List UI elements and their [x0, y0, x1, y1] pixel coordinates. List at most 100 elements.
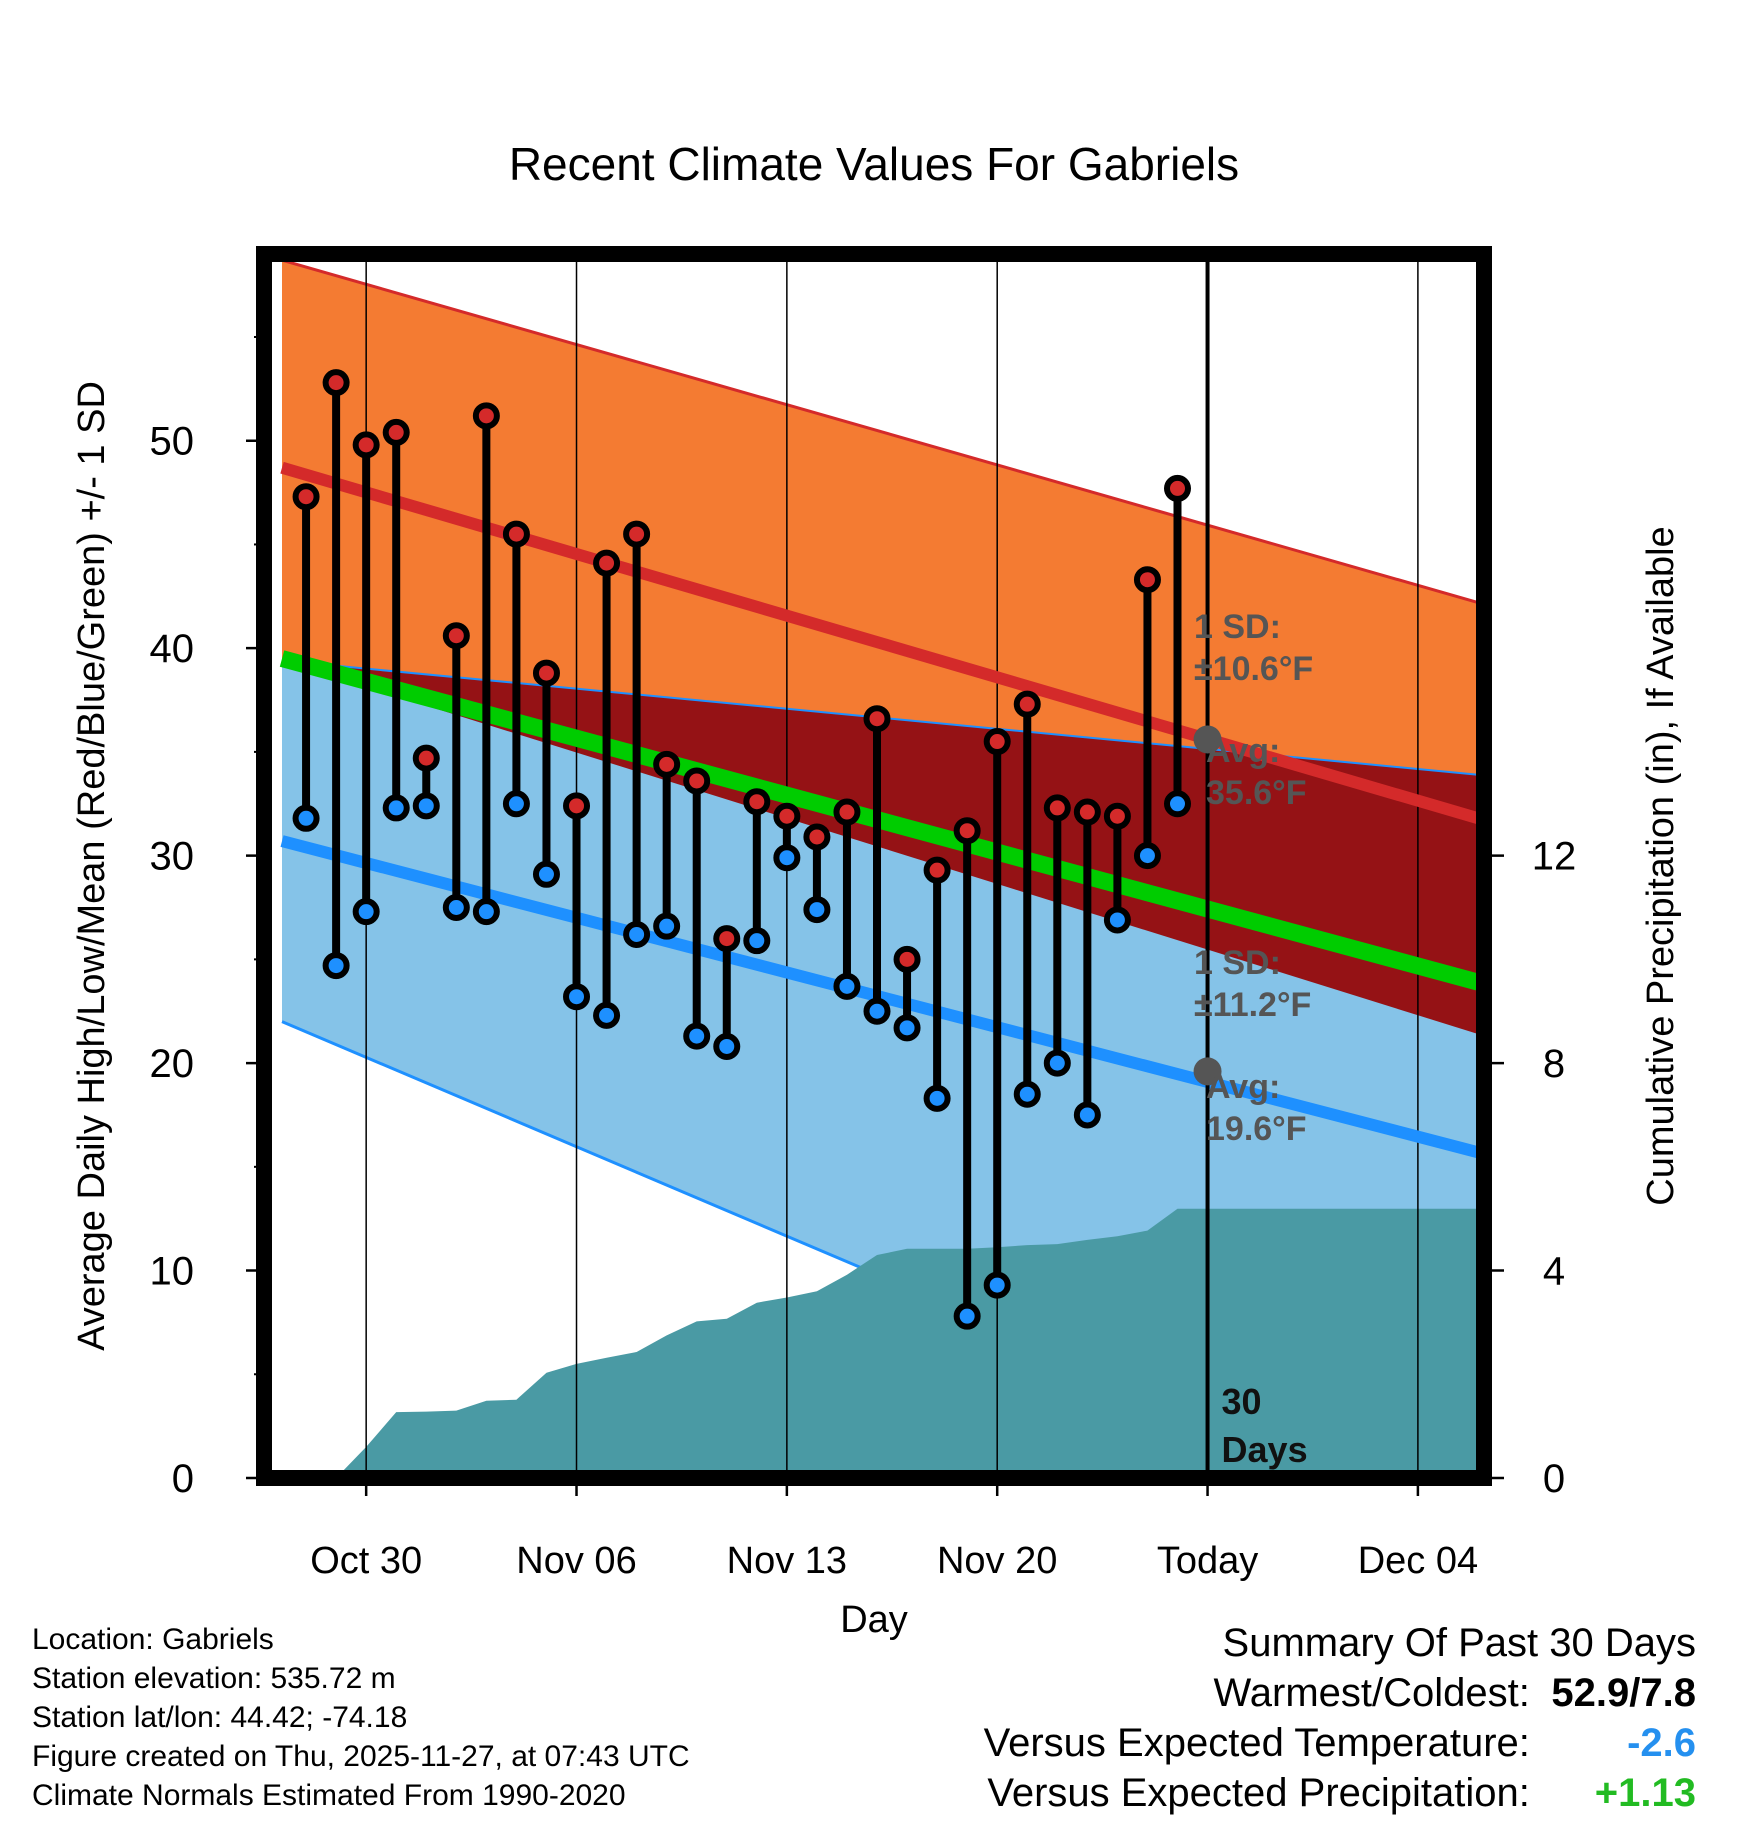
- chart-title: Recent Climate Values For Gabriels: [509, 138, 1239, 190]
- observed-high-point: [1073, 798, 1101, 826]
- observed-high-point: [292, 483, 320, 511]
- y-tick-label: 20: [150, 1042, 195, 1086]
- observed-low-point: [683, 1022, 711, 1050]
- observed-high-point: [623, 520, 651, 548]
- y-tick-label: 40: [150, 627, 195, 671]
- observed-low-point: [893, 1014, 921, 1042]
- observed-high-point: [472, 402, 500, 430]
- observed-low-point: [713, 1032, 741, 1060]
- plot-area: [279, 254, 1481, 1478]
- summary-title: Summary Of Past 30 Days: [1222, 1621, 1696, 1665]
- y-tick-label: 50: [150, 420, 195, 464]
- observed-low-point: [983, 1271, 1011, 1299]
- days-count-label: 30: [1222, 1381, 1262, 1422]
- observed-low-point: [1013, 1080, 1041, 1108]
- days-unit-label: Days: [1222, 1429, 1308, 1470]
- observed-low-point: [773, 844, 801, 872]
- y-axis-label: Average Daily High/Low/Mean (Red/Blue/Gr…: [71, 381, 113, 1351]
- observed-high-point: [563, 792, 591, 820]
- low-avg-marker: [1193, 1057, 1222, 1086]
- observed-high-point: [773, 802, 801, 830]
- high-avg-value: 35.6°F: [1206, 774, 1307, 812]
- y-tick-label: 10: [150, 1250, 195, 1294]
- observed-low-point: [953, 1302, 981, 1330]
- observed-high-point: [1013, 690, 1041, 718]
- x-tick-label: Nov 06: [516, 1540, 636, 1582]
- observed-low-point: [743, 927, 771, 955]
- observed-high-point: [412, 744, 440, 772]
- temp-departure-label: Versus Expected Temperature:: [983, 1721, 1530, 1765]
- x-tick-label: Oct 30: [310, 1540, 422, 1582]
- observed-low-point: [442, 893, 470, 921]
- y2-tick-label: 8: [1543, 1042, 1565, 1086]
- observed-high-point: [983, 728, 1011, 756]
- summary-panel: Summary Of Past 30 Days Warmest/Coldest:…: [984, 1618, 1696, 1818]
- created-text: Figure created on Thu, 2025-11-27, at 07…: [32, 1740, 690, 1773]
- y2-tick-label: 12: [1532, 835, 1577, 879]
- x-tick-label: Nov 13: [727, 1540, 847, 1582]
- station-info: Location: Gabriels Station elevation: 53…: [32, 1620, 690, 1815]
- chart-annotations: 1 SD: ±10.6°F Avg: 35.6°F 1 SD: ±11.2°F Avg: 19…: [1194, 608, 1313, 1148]
- y2-tick-label: 0: [1543, 1457, 1565, 1501]
- precip-cumulative-area: [336, 1208, 1479, 1478]
- observed-low-point: [623, 920, 651, 948]
- plot-frame: [256, 246, 1492, 1486]
- observed-high-point: [322, 369, 350, 397]
- y-tick-label: 30: [150, 835, 195, 879]
- x-tick-label: Today: [1157, 1540, 1258, 1582]
- high-band-upper-edge: [281, 258, 1479, 604]
- observed-high-point: [683, 767, 711, 795]
- observed-low-point: [833, 972, 861, 1000]
- observed-low-point: [563, 983, 591, 1011]
- y2-tick-label: 4: [1543, 1250, 1565, 1294]
- elevation-text: Station elevation: 535.72 m: [32, 1662, 396, 1695]
- observed-high-point: [893, 945, 921, 973]
- observed-high-point: [833, 798, 861, 826]
- precip-departure-label: Versus Expected Precipitation:: [987, 1771, 1530, 1815]
- observed-high-point: [442, 622, 470, 650]
- normal-high-line: [280, 461, 1480, 825]
- observed-high-point: [532, 659, 560, 687]
- observed-low-point: [322, 952, 350, 980]
- low-avg-value: 19.6°F: [1206, 1110, 1307, 1148]
- observed-low-point: [532, 860, 560, 888]
- high-sd-value: ±10.6°F: [1194, 650, 1313, 688]
- y2-axis-label: Cumulative Precipitation (in), If Availa…: [1640, 526, 1682, 1205]
- warm-cold-label: Warmest/Coldest:: [1213, 1671, 1530, 1715]
- observed-low-point: [352, 898, 380, 926]
- observed-high-point: [352, 431, 380, 459]
- observed-high-point: [382, 418, 410, 446]
- low-sd-value: ±11.2°F: [1194, 986, 1311, 1024]
- observed-low-point: [803, 896, 831, 924]
- observed-high-point: [502, 520, 530, 548]
- observed-high-point: [713, 925, 741, 953]
- observed-high-point: [803, 823, 831, 851]
- temp-departure-value: -2.6: [1627, 1721, 1696, 1765]
- observed-high-point: [1133, 566, 1161, 594]
- observed-high-point: [953, 817, 981, 845]
- normals-text: Climate Normals Estimated From 1990-2020: [32, 1779, 626, 1812]
- observed-low-point: [1103, 906, 1131, 934]
- observed-high-point: [1043, 794, 1071, 822]
- x-tick-label: Nov 20: [937, 1540, 1057, 1582]
- observed-low-point: [292, 804, 320, 832]
- observed-low-point: [1073, 1101, 1101, 1129]
- observed-high-point: [743, 788, 771, 816]
- temp-departure-row: Versus Expected Temperature: -2.6: [984, 1718, 1696, 1768]
- latlon-text: Station lat/lon: 44.42; -74.18: [32, 1701, 408, 1734]
- observed-high-point: [923, 856, 951, 884]
- y-tick-label: 0: [172, 1457, 194, 1501]
- x-tick-label: Dec 04: [1358, 1540, 1478, 1582]
- observed-high-point: [863, 705, 891, 733]
- observed-low-point: [1163, 790, 1191, 818]
- low-sd-label: 1 SD:: [1194, 944, 1281, 982]
- observed-low-point: [863, 997, 891, 1025]
- high-avg-marker: [1193, 725, 1222, 754]
- precip-departure-value: +1.13: [1594, 1771, 1696, 1815]
- observed-high-point: [593, 549, 621, 577]
- low-avg-label: Avg:: [1206, 1068, 1280, 1106]
- observed-high-point: [1163, 474, 1191, 502]
- observed-high-point: [1103, 802, 1131, 830]
- observed-low-point: [382, 794, 410, 822]
